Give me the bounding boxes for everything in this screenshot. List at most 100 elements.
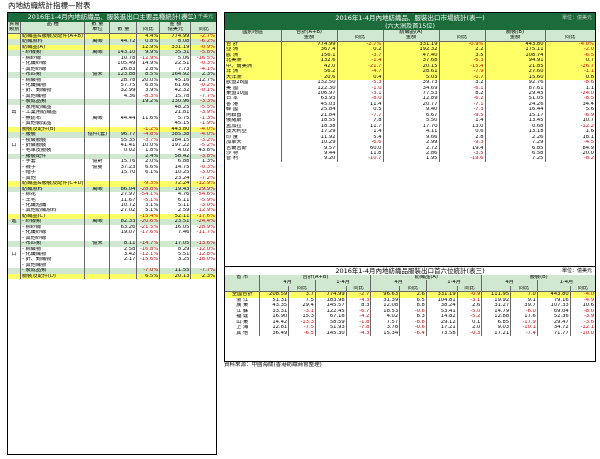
side-label — [8, 44, 21, 51]
amount-yoy-cell: -29.9% — [190, 186, 216, 193]
amount-yoy-cell: -11.7% — [196, 230, 215, 236]
row-label: - 毛革皮服裝 — [20, 148, 86, 154]
side-label — [8, 115, 21, 122]
qty-cell: 63.26 — [109, 224, 138, 231]
value-cell: -3.1 — [288, 308, 316, 315]
amount-cell: 5.51 — [159, 252, 192, 258]
value-cell: 331.19 — [426, 291, 458, 298]
unit-cell — [84, 137, 111, 143]
header-cell: 金額 — [485, 35, 546, 42]
table-row: - 其他紡織原料 27.02 5.1% 2.59 -12.9% — [8, 208, 216, 214]
value-cell: 443.80 — [537, 291, 571, 298]
value-cell: -6.5 — [288, 330, 316, 336]
amount-cell: 774.99 — [159, 33, 192, 40]
region-cell: 加拿大 — [225, 140, 282, 146]
value-cell: -9.5 — [439, 112, 486, 119]
header-cell: 同比 — [288, 285, 316, 293]
value-cell: 156.1 — [281, 52, 338, 59]
amount-cell: 11.55 — [159, 268, 192, 274]
main-commodity-unit: 單位：千美元 — [182, 14, 213, 20]
header-cell: 金 額 — [159, 22, 192, 28]
header-cell — [225, 35, 282, 42]
row-label: - 布匹類 — [20, 241, 86, 247]
value-cell: 1.4 — [439, 118, 486, 124]
amount-cell: 61.66 — [159, 82, 192, 89]
value-cell: 17.6 — [510, 314, 538, 320]
table-row: 進- 紗線類 萬噸 82.33 -20.6% 23.51 -24.4% — [8, 219, 216, 225]
unit-cell — [84, 268, 111, 274]
value-cell: 15.60 — [485, 74, 546, 81]
header-cell — [337, 30, 384, 36]
value-cell: 14.82 — [426, 314, 458, 320]
value-cell: 28.61 — [383, 69, 440, 75]
side-label — [8, 159, 21, 165]
row-label: 紡織品&服裝及配件(A+B) — [20, 33, 86, 40]
qty-yoy-cell: -1.2% — [136, 126, 161, 133]
table-row: 上 海 12.81 -7.5 51.93 -7.8 3.78 -0.6 17.21 2.0 9.0… — [225, 325, 595, 331]
value-cell: 7.25 — [485, 156, 546, 162]
row-label: 服裝及配件(B) — [20, 126, 86, 133]
header-row: 金額 同比 金額 同比 金額 同比 — [225, 35, 595, 42]
province-cell: 福 建 — [225, 314, 261, 320]
value-cell: 122.30 — [281, 85, 338, 91]
side-label: 進 — [8, 219, 21, 225]
value-cell: 9.20 — [281, 156, 338, 162]
value-cell: -5.0 — [457, 308, 483, 315]
qty-yoy-cell: -28.8% — [136, 186, 161, 193]
unit-cell — [84, 197, 111, 203]
header-cell: 億美元 — [159, 27, 192, 34]
side-label — [8, 213, 21, 220]
header-cell: 同比 — [399, 285, 427, 293]
amount-yoy-cell: -0.2% — [199, 82, 215, 88]
header-row: 國別地區 合計(A+B) 紡織品(A) 服裝(B) — [225, 30, 595, 36]
value-cell: 7.5 — [288, 297, 316, 304]
value-cell: -4.7 — [337, 69, 384, 75]
value-cell: 47.40 — [383, 52, 440, 59]
side-label — [8, 93, 21, 100]
value-cell: 73.58 — [426, 330, 458, 336]
value-cell: 29.45 — [485, 90, 546, 97]
value-cell: 39.7 — [510, 303, 538, 309]
unit-cell: 萬噸 — [84, 219, 111, 225]
region-cell: 歐 洲 — [225, 52, 282, 59]
row-label: - 棉織物 — [20, 246, 86, 253]
qty-yoy-cell: 1.8% — [136, 148, 161, 154]
qty-cell: 8.11 — [109, 241, 138, 247]
value-cell: -7.8 — [346, 325, 372, 331]
table-row: 紡織品(A) 12.9% 331.19 -0.9% — [8, 44, 216, 51]
side-label — [8, 77, 21, 83]
qty-cell — [109, 153, 138, 160]
value-cell: -3.7 — [337, 52, 384, 59]
qty-cell: 0.02 — [109, 148, 138, 154]
value-cell: 0.6 — [439, 129, 486, 135]
header-cell — [109, 22, 138, 28]
row-label: - 紗線類 — [20, 219, 86, 225]
region-cell: 東盟10國 — [225, 90, 282, 97]
header-cell: 同比 — [190, 27, 216, 34]
table-row: 吉爾吉斯 9.57 60.0 2.72 19.4 6.85 84.9 — [225, 145, 595, 151]
unit-cell: 億米 — [84, 241, 111, 247]
amount-cell: 42.32 — [159, 88, 192, 94]
qty-yoy-cell: -8.3% — [136, 93, 161, 100]
value-cell: 92.76 — [485, 80, 546, 86]
side-label — [8, 55, 21, 62]
amount-yoy-cell: -0.9% — [190, 44, 216, 51]
table-row: - 布匹類 億米 123.88 8.5% 164.92 2.3% — [8, 72, 216, 78]
table-row: - 化纖短纖 10.72 3.1% 5.11 -3.0% — [8, 202, 216, 209]
value-cell: 0.7 — [545, 58, 595, 64]
value-cell: 5.03 — [383, 74, 440, 81]
table-row: - 無紡布 萬噸 44.44 11.6% 5.75 -1.3% — [8, 115, 216, 122]
side-label — [8, 148, 21, 154]
unit-cell — [84, 44, 111, 51]
qty-cell: 96.77 — [109, 132, 138, 138]
value-cell: -7.9 — [439, 69, 486, 75]
amount-yoy-cell: -4.0% — [190, 126, 216, 133]
table-row: 北美洲 132.6 -1.4 37.68 -6.3 94.91 0.7 — [225, 58, 595, 64]
amount-yoy-cell: -13.6% — [190, 241, 216, 247]
row-label: - 服裝配件 — [20, 153, 86, 160]
region-cell: 合 計 — [225, 41, 282, 48]
value-cell: 12.88 — [481, 314, 512, 320]
qty-cell: 3.42 — [109, 252, 138, 258]
value-cell: -7.5 — [288, 325, 316, 331]
amount-yoy-cell: -0.3% — [199, 61, 215, 67]
